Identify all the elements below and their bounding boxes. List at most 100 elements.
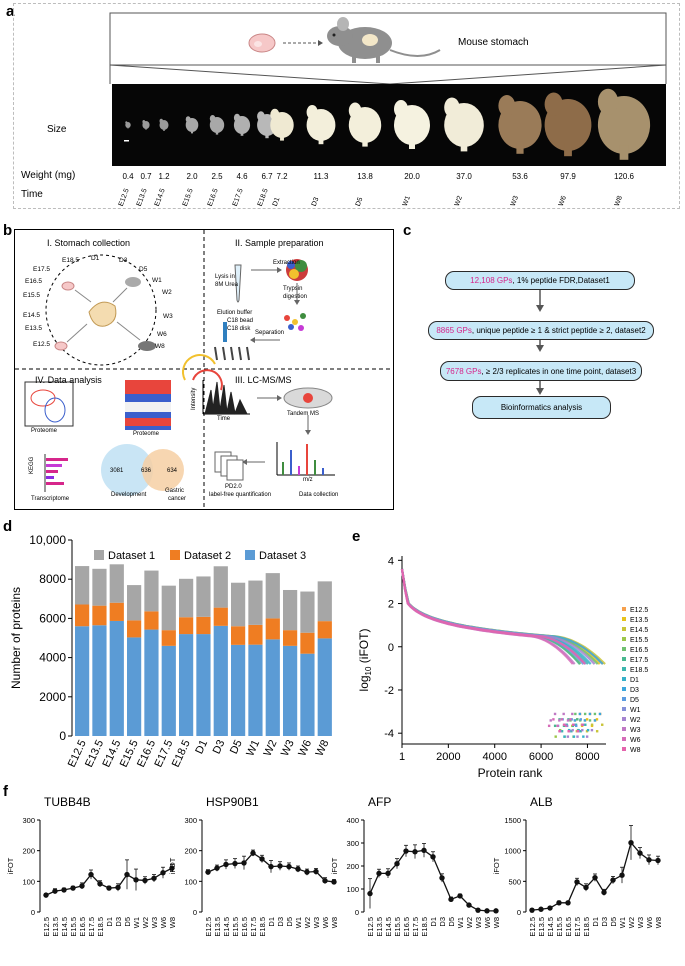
tail-point	[552, 718, 555, 721]
bar-dataset-3	[92, 625, 107, 736]
x-tick-label: E17.5	[573, 917, 582, 937]
weight-label: Weight (mg)	[21, 170, 76, 181]
stomach-sample	[444, 97, 484, 152]
bar-dataset-2	[161, 630, 176, 646]
y-tick-label: 100	[22, 877, 35, 886]
bar-dataset-1	[300, 591, 315, 633]
flow-step-1: 12,108 GPs, 1% peptide FDR,Dataset1	[445, 271, 635, 290]
x-tick-label: E13.5	[375, 917, 384, 937]
analysis-label: 636	[141, 468, 152, 474]
analysis-label: KEGG	[29, 456, 35, 474]
data-point	[313, 868, 319, 875]
stomach-sample	[159, 118, 169, 131]
data-point	[493, 908, 499, 914]
legend-label: D3	[630, 687, 639, 694]
x-tick-label: E18.5	[258, 917, 267, 937]
legend-label: D1	[630, 677, 639, 684]
legend-swatch	[622, 637, 626, 641]
legend-swatch	[622, 687, 626, 691]
legend-swatch	[622, 617, 626, 621]
data-point	[115, 884, 121, 891]
x-tick-label: E15.5	[69, 917, 78, 937]
data-point	[169, 865, 175, 871]
series-w8	[400, 568, 586, 665]
tail-point	[579, 730, 582, 733]
data-point	[583, 884, 589, 891]
q2-title: II. Sample preparation	[235, 238, 324, 248]
bar-dataset-2	[196, 616, 211, 635]
y-tick-label: 0	[31, 908, 35, 917]
tail-point	[566, 719, 570, 722]
data-point	[151, 875, 157, 881]
bar-dataset-3	[248, 644, 263, 736]
stomach-sample	[142, 120, 150, 130]
tail-point	[581, 728, 584, 732]
data-point	[466, 902, 472, 908]
tail-point	[572, 735, 576, 738]
y-tick-label: 6000	[39, 611, 66, 625]
legend-swatch	[622, 627, 626, 631]
y-tick-label: -2	[384, 685, 394, 697]
timepoint-label: W2	[162, 289, 172, 296]
stomach-sample	[544, 92, 592, 157]
y-tick-label: -4	[384, 728, 394, 740]
tail-point	[570, 730, 573, 733]
x-tick-label: W6	[321, 917, 330, 928]
panel-c-label: c	[403, 222, 412, 239]
bar-dataset-3	[265, 639, 280, 736]
data-point	[331, 879, 337, 885]
subplot-title: TUBB4B	[44, 795, 91, 809]
x-tick-label: W3	[474, 917, 483, 928]
tail-point	[576, 735, 579, 738]
prep-label: Separation	[255, 330, 285, 336]
data-point	[403, 848, 409, 854]
x-tick-label: 8000	[575, 751, 599, 763]
timepoint-label: W1	[152, 277, 162, 284]
data-point	[565, 900, 571, 906]
timepoint-label: E17.5	[33, 266, 50, 273]
zoom-callout	[109, 12, 667, 85]
x-tick-label: W2	[627, 917, 636, 928]
scale-bar	[124, 140, 129, 142]
weight-value: 53.6	[512, 172, 528, 181]
y-tick-label: 0	[355, 908, 359, 917]
timepoint-label: W3	[163, 313, 173, 320]
y-tick-label: 400	[346, 816, 359, 825]
y-axis-label: iFOT	[168, 857, 177, 874]
tail-point	[585, 735, 589, 738]
x-tick-label: W8	[492, 917, 501, 928]
analysis-label: 634	[167, 468, 178, 474]
bar-dataset-1	[127, 585, 142, 621]
legend-label: D5	[630, 697, 639, 704]
x-tick-label: E13.5	[213, 917, 222, 937]
data-point	[556, 900, 562, 906]
y-tick-label: 1500	[504, 816, 521, 825]
q1-title: I. Stomach collection	[47, 238, 131, 248]
tail-point	[558, 719, 561, 722]
legend-label: W6	[630, 737, 641, 744]
data-point	[214, 865, 220, 871]
bar-dataset-3	[75, 626, 90, 736]
x-tick-label: D5	[123, 917, 132, 927]
data-point	[322, 878, 328, 884]
tail-point	[595, 730, 599, 733]
x-tick-label: E18.5	[96, 917, 105, 937]
data-point	[142, 877, 148, 884]
bar-dataset-1	[92, 568, 107, 606]
stomach-sample	[185, 116, 199, 134]
x-tick-label: E18.5	[582, 917, 591, 937]
bar-dataset-2	[144, 611, 159, 630]
data-point	[547, 905, 553, 911]
bar-dataset-3	[283, 645, 298, 736]
x-tick-label: W1	[618, 917, 627, 928]
legend-swatch	[622, 677, 626, 681]
bar-dataset-2	[300, 632, 315, 654]
tail-point	[576, 730, 579, 733]
analysis-label: 3081	[110, 468, 124, 474]
weight-value: 1.2	[158, 172, 170, 181]
bar-dataset-2	[127, 620, 142, 638]
x-tick-label: E13.5	[51, 917, 60, 937]
tail-point	[549, 719, 552, 722]
tail-point	[583, 712, 587, 716]
